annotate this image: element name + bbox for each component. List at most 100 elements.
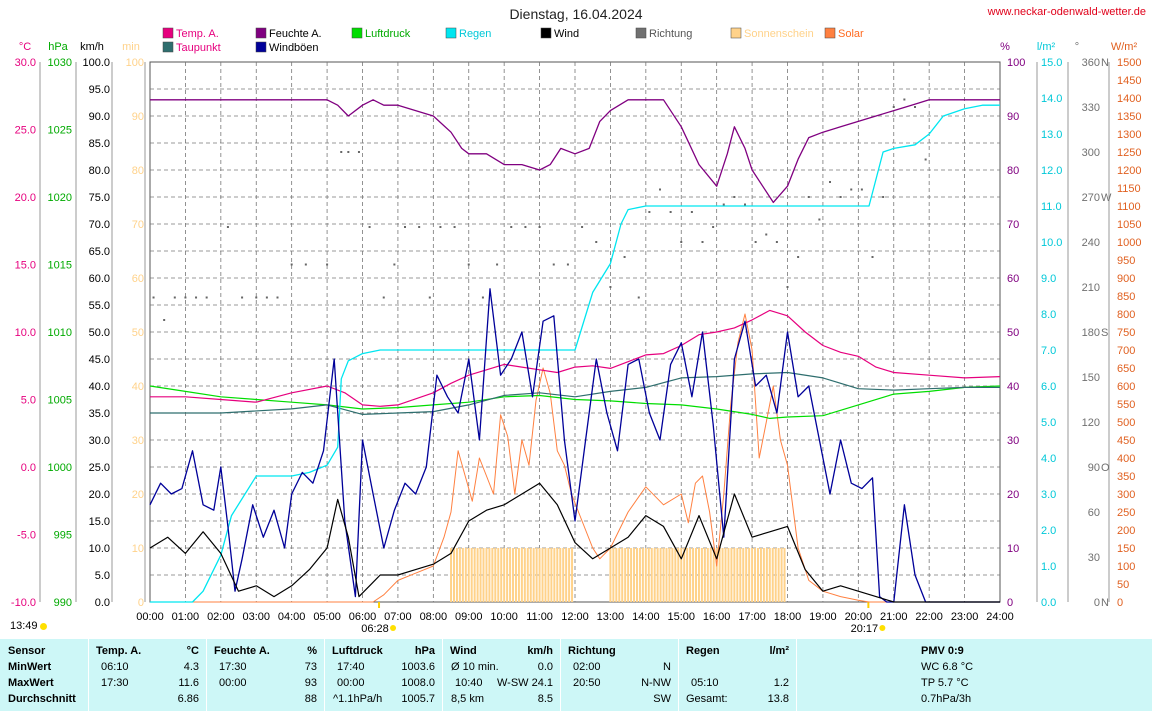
solar-tick-label: 1300 <box>1117 129 1141 141</box>
richtung-row1-value: N <box>663 661 671 673</box>
x-tick-label: 18:00 <box>774 611 802 623</box>
direction-dot <box>428 296 431 299</box>
min-tick-label: 80 <box>132 165 144 177</box>
stats-unit-wind: km/h <box>527 645 553 657</box>
direction-dot <box>924 158 927 161</box>
min-tick-label: 70 <box>132 219 144 231</box>
solar-tick-label: 1250 <box>1117 147 1141 159</box>
legend-label: Taupunkt <box>176 42 221 54</box>
kmh-tick-label: 65.0 <box>89 246 110 258</box>
x-tick-label: 23:00 <box>951 611 979 623</box>
temp-tick-label: 10.0 <box>15 327 36 339</box>
chart-legend: Temp. A. Taupunkt Feuchte A. Windböen Luftdr… <box>162 27 864 54</box>
direction-dot <box>818 218 821 221</box>
hpa-tick-label: 1020 <box>48 192 72 204</box>
deg-tick-label: 210 <box>1082 282 1100 294</box>
direction-dot <box>552 263 555 266</box>
x-tick-label: 20:00 <box>845 611 873 623</box>
wind-min-value: 0.0 <box>537 661 553 673</box>
rain-tick-label: 3.0 <box>1041 489 1056 501</box>
hpa-tick-label: 990 <box>54 597 72 609</box>
deg-tick-label: 300 <box>1082 147 1100 159</box>
chart-axes: °C hPa km/h min% l/m² ° W/m² 30.0 25.0 20.0 15.0 10… <box>11 41 1142 635</box>
deg-tick-label: 270 <box>1082 192 1100 204</box>
direction-dot <box>595 241 598 243</box>
stats-header-regen: Regen <box>686 645 720 657</box>
deg-tick-label: 330 <box>1082 102 1100 114</box>
pct-tick-label: 20 <box>1007 489 1019 501</box>
solar-tick-label: 900 <box>1117 273 1135 285</box>
chart-title: Dienstag, 16.04.2024 <box>509 6 643 22</box>
direction-dot <box>152 296 155 299</box>
direction-label: N <box>1101 57 1109 69</box>
pct-tick-label: 0 <box>1007 597 1013 609</box>
regen-max-value: 1.2 <box>773 677 789 689</box>
stats-col-wind: Wind km/h Ø 10 min. 0.0 10:40 W-SW 24.1 … <box>442 639 561 711</box>
axis-unit-right: % <box>1000 41 1010 53</box>
wind-max-value: 24.1 <box>531 677 553 689</box>
series-line-wind <box>149 482 1000 603</box>
direction-dot <box>467 263 470 266</box>
legend-swatch <box>255 41 267 53</box>
luftdruck-min-time: 17:40 <box>337 661 365 673</box>
rain-tick-label: 13.0 <box>1041 129 1062 141</box>
direction-dot <box>326 263 329 266</box>
solar-tick-label: 250 <box>1117 507 1135 519</box>
x-tick-label: 17:00 <box>738 611 766 623</box>
direction-dot <box>609 286 612 288</box>
site-url[interactable]: www.neckar-odenwald-wetter.de <box>987 6 1146 18</box>
direction-dot <box>722 203 725 206</box>
x-tick-label: 07:00 <box>384 611 412 623</box>
temp-avg-value: 6.86 <box>177 693 199 705</box>
solar-tick-label: 1400 <box>1117 93 1141 105</box>
deg-tick-label: 90 <box>1088 462 1100 474</box>
solar-tick-label: 150 <box>1117 543 1135 555</box>
axis-unit-left: min <box>122 41 140 53</box>
legend-swatch <box>351 27 363 39</box>
direction-dot <box>393 263 396 266</box>
luftdruck-min-value: 1003.6 <box>401 661 435 673</box>
direction-label: S <box>1101 327 1108 339</box>
solar-tick-label: 750 <box>1117 327 1135 339</box>
hpa-tick-label: 1015 <box>48 260 72 272</box>
regen-total-label: Gesamt: <box>686 693 728 705</box>
wind-max-direction: W-SW <box>497 677 529 689</box>
direction-dot <box>382 296 385 299</box>
richtung-row2-value: N-NW <box>641 677 671 689</box>
stats-col-feuchte: Feuchte A. % 17:30 73 00:00 93 88 <box>206 639 325 711</box>
series-line-temp-a- <box>150 309 1001 407</box>
kmh-tick-label: 80.0 <box>89 165 110 177</box>
kmh-tick-label: 0.0 <box>95 597 110 609</box>
solar-tick-label: 1000 <box>1117 237 1141 249</box>
kmh-tick-label: 55.0 <box>89 300 110 312</box>
luftdruck-max-time: 00:00 <box>337 677 365 689</box>
x-tick-label: 16:00 <box>703 611 731 623</box>
direction-dot <box>439 226 442 228</box>
kmh-tick-label: 15.0 <box>89 516 110 528</box>
legend-label: Sonnenschein <box>744 28 814 40</box>
legend-label: Richtung <box>649 28 692 40</box>
legend-label: Solar <box>838 28 864 40</box>
luftdruck-max-value: 1008.0 <box>401 677 435 689</box>
rain-tick-label: 12.0 <box>1041 165 1062 177</box>
direction-dot <box>648 211 651 213</box>
pct-tick-label: 50 <box>1007 327 1019 339</box>
stats-header-pmv: PMV 0:9 <box>921 645 964 657</box>
direction-dot <box>566 263 569 266</box>
kmh-tick-label: 45.0 <box>89 354 110 366</box>
current-time-label: 13:49 <box>10 620 38 632</box>
temp-min-time: 06:10 <box>101 661 129 673</box>
solar-tick-label: 0 <box>1117 597 1123 609</box>
direction-dot <box>581 226 584 228</box>
direction-dot <box>914 106 916 108</box>
direction-dot <box>357 151 360 153</box>
kmh-tick-label: 70.0 <box>89 219 110 231</box>
pct-tick-label: 30 <box>1007 435 1019 447</box>
kmh-tick-label: 50.0 <box>89 327 110 339</box>
stats-header-sensor: Sensor <box>8 645 46 657</box>
solar-tick-label: 550 <box>1117 399 1135 411</box>
deg-tick-label: 30 <box>1088 552 1100 564</box>
wind-min-label: Ø 10 min. <box>451 661 499 673</box>
direction-dot <box>265 296 268 299</box>
kmh-tick-label: 90.0 <box>89 111 110 123</box>
